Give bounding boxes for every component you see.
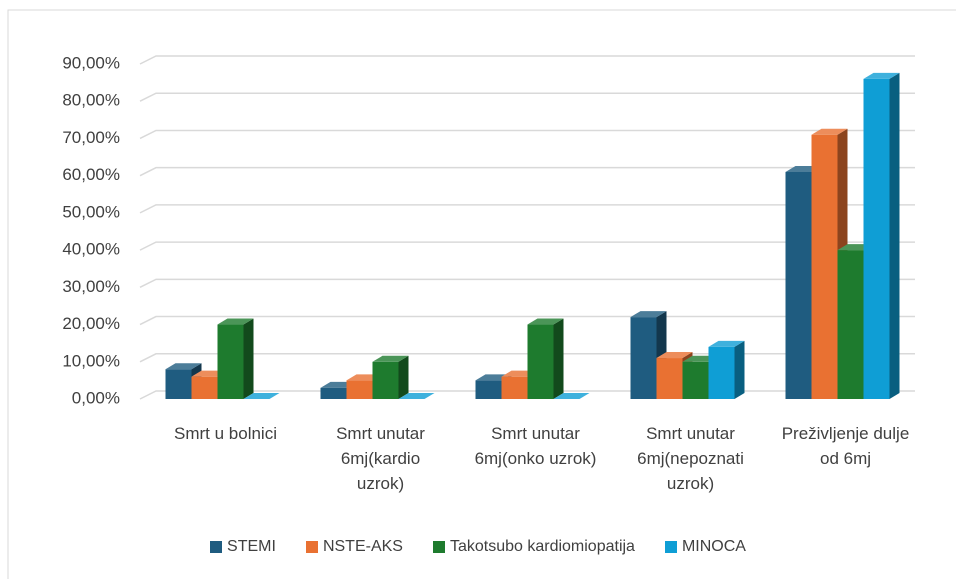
bar (656, 358, 683, 399)
legend-item: MINOCA (664, 538, 746, 556)
y-tick-label: 30,00% (62, 277, 120, 296)
bar (346, 380, 373, 399)
legend-swatch (210, 541, 223, 553)
legend: STEMI NSTE-AKS Takotsubo kardiomiopatija MI… (0, 538, 956, 556)
y-tick-label: 40,00% (62, 240, 120, 259)
grid-line (139, 241, 915, 251)
bar (837, 250, 864, 399)
bar (863, 78, 890, 399)
bar-top (630, 311, 667, 318)
bar-top (811, 128, 848, 135)
bar (217, 324, 244, 399)
bar-top (656, 352, 693, 359)
grid-line (139, 204, 915, 214)
bar-side (734, 340, 745, 399)
x-tick-label: Smrt u bolnici (174, 424, 277, 443)
chart-border (7, 9, 956, 579)
y-tick-label: 60,00% (62, 165, 120, 184)
bar-top (372, 355, 409, 362)
bar-side (889, 72, 900, 399)
bar (630, 317, 657, 399)
legend-item: NSTE-AKS (305, 538, 403, 556)
y-tick-label: 0,00% (72, 388, 120, 407)
grid-line (139, 129, 915, 140)
y-tick-label: 50,00% (62, 202, 120, 221)
grid-line (139, 92, 915, 102)
y-tick-label: 70,00% (62, 128, 120, 147)
y-tick-label: 10,00% (62, 351, 120, 370)
bar-side (243, 318, 254, 399)
bar (785, 171, 812, 399)
legend-label: Takotsubo kardiomiopatija (449, 538, 635, 555)
bar-top (863, 72, 900, 79)
legend-item: STEMI (210, 538, 276, 556)
bar (527, 324, 554, 399)
bar (320, 387, 347, 399)
legend-swatch (664, 541, 677, 553)
grid-line (139, 278, 915, 289)
bar (165, 369, 192, 399)
bar-top (165, 363, 202, 370)
grid-line (139, 166, 915, 177)
bar-top (398, 393, 435, 399)
bar (811, 134, 838, 399)
bar-side (553, 318, 564, 399)
bar (501, 376, 528, 399)
y-tick-label: 90,00% (62, 53, 120, 72)
bar (682, 361, 709, 399)
bar-top (527, 318, 564, 325)
grid-line (139, 55, 915, 65)
bar (372, 361, 399, 399)
legend-label: STEMI (227, 538, 276, 555)
legend-label: NSTE-AKS (322, 538, 403, 555)
x-tick-label: Smrt unutar 6mj(onko uzrok) (474, 424, 597, 468)
legend-label: MINOCA (681, 538, 746, 555)
x-tick-label: Smrt unutar 6mj(kardio uzrok) (336, 424, 425, 493)
x-tick-label: Smrt unutar 6mj(nepoznati uzrok) (637, 424, 744, 493)
legend-item: Takotsubo kardiomiopatija (432, 538, 635, 556)
bar-top (553, 393, 590, 399)
legend-swatch (305, 541, 318, 553)
bar-side (398, 355, 409, 399)
y-tick-label: 80,00% (62, 91, 120, 110)
y-tick-label: 20,00% (62, 314, 120, 333)
bar (708, 346, 735, 399)
x-tick-label: Preživljenje dulje od 6mj (781, 424, 910, 468)
bar (191, 376, 218, 399)
bar-top (217, 318, 254, 325)
bar-top (708, 340, 745, 347)
legend-swatch (432, 541, 445, 553)
bar-top (243, 393, 280, 399)
bar (475, 380, 502, 399)
